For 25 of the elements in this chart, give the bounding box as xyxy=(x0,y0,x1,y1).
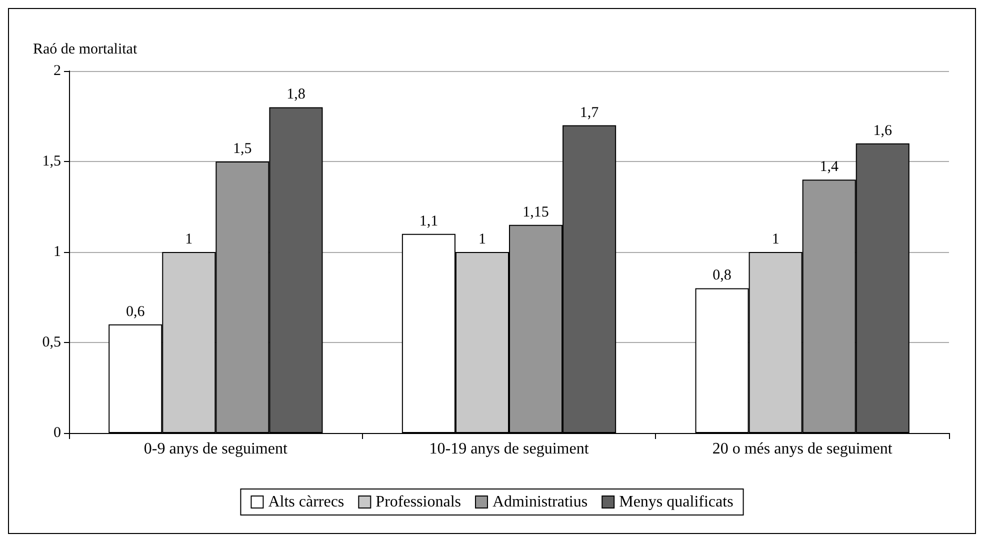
data-label: 1,7 xyxy=(580,104,600,121)
legend-label: Alts càrrecs xyxy=(268,494,344,510)
data-label: 1,5 xyxy=(233,141,252,157)
y-tick-label: 0 xyxy=(54,425,61,441)
data-label: 1,8 xyxy=(286,86,306,103)
data-label: 1,1 xyxy=(419,213,438,230)
legend-label: Menys qualificats xyxy=(619,494,734,510)
data-label: 1 xyxy=(185,232,193,248)
legend-label: Professionals xyxy=(376,494,461,510)
legend-label: Administratius xyxy=(492,494,588,510)
data-label: 0,8 xyxy=(712,268,732,284)
y-tick-label: 2 xyxy=(54,63,61,79)
data-label: 1,15 xyxy=(522,204,549,220)
data-label: 1 xyxy=(478,232,486,248)
data-label: 1,4 xyxy=(820,159,839,176)
data-label: 1,6 xyxy=(873,122,893,139)
x-tick-label: 0-9 anys de seguiment xyxy=(144,440,288,458)
data-label: 1 xyxy=(772,232,780,248)
y-tick-label: 0,5 xyxy=(42,334,61,350)
y-tick-label: 1 xyxy=(54,244,61,260)
x-tick-label: 10-19 anys de seguiment xyxy=(429,440,590,458)
data-label: 0,6 xyxy=(126,304,146,320)
x-tick-label: 20 o més anys de seguiment xyxy=(712,440,893,458)
y-tick-label: 1,5 xyxy=(42,154,61,170)
y-axis-title: Raó de mortalitat xyxy=(33,42,138,58)
